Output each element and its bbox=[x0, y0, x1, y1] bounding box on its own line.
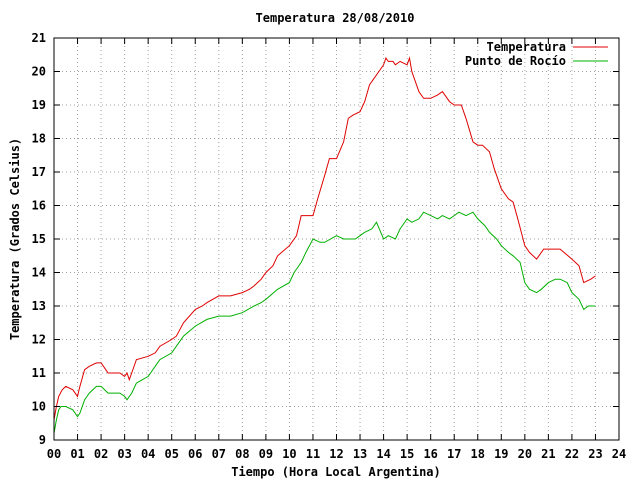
y-tick-label: 17 bbox=[32, 165, 46, 179]
x-tick-label: 15 bbox=[400, 447, 414, 461]
grid-lines bbox=[54, 38, 619, 440]
y-tick-label: 15 bbox=[32, 232, 46, 246]
x-tick-label: 04 bbox=[141, 447, 155, 461]
y-tick-labels: 9 10 11 12 13 14 15 16 17 18 19 20 21 bbox=[32, 31, 46, 447]
y-tick-label: 11 bbox=[32, 366, 46, 380]
x-tick-label: 22 bbox=[565, 447, 579, 461]
x-tick-label: 11 bbox=[306, 447, 320, 461]
y-tick-label: 9 bbox=[39, 433, 46, 447]
x-tick-label: 24 bbox=[612, 447, 626, 461]
x-tick-label: 18 bbox=[471, 447, 485, 461]
x-tick-label: 09 bbox=[259, 447, 273, 461]
x-tick-label: 16 bbox=[423, 447, 437, 461]
y-tick-label: 18 bbox=[32, 132, 46, 146]
y-tick-label: 13 bbox=[32, 299, 46, 313]
y-tick-label: 12 bbox=[32, 333, 46, 347]
x-tick-label: 02 bbox=[94, 447, 108, 461]
series-line-punto-de-rocio bbox=[53, 211, 596, 434]
x-tick-label: 14 bbox=[376, 447, 390, 461]
series-layer bbox=[53, 56, 596, 434]
y-tick-label: 19 bbox=[32, 98, 46, 112]
y-tick-label: 21 bbox=[32, 31, 46, 45]
x-tick-label: 07 bbox=[212, 447, 226, 461]
y-axis-label: Temperatura (Grados Celsius) bbox=[8, 138, 22, 340]
y-tick-label: 16 bbox=[32, 199, 46, 213]
x-tick-label: 10 bbox=[282, 447, 296, 461]
x-axis-label: Tiempo (Hora Local Argentina) bbox=[231, 465, 441, 479]
x-tick-label: 21 bbox=[541, 447, 555, 461]
x-tick-labels: 00 01 02 03 04 05 06 07 08 09 10 11 12 13 14 15 16 17 18 19… bbox=[47, 447, 626, 461]
legend-label: Temperatura bbox=[487, 40, 566, 54]
x-tick-label: 00 bbox=[47, 447, 61, 461]
x-tick-label: 06 bbox=[188, 447, 202, 461]
y-tick-label: 14 bbox=[32, 266, 46, 280]
x-tick-label: 01 bbox=[70, 447, 84, 461]
series-line-temperatura bbox=[53, 56, 596, 420]
chart-title: Temperatura 28/08/2010 bbox=[256, 11, 415, 25]
x-tick-label: 08 bbox=[235, 447, 249, 461]
x-tick-label: 19 bbox=[494, 447, 508, 461]
x-tick-label: 23 bbox=[588, 447, 602, 461]
legend-label: Punto de Rocío bbox=[465, 54, 566, 68]
x-tick-label: 12 bbox=[329, 447, 343, 461]
x-tick-label: 20 bbox=[518, 447, 532, 461]
y-tick-label: 20 bbox=[32, 65, 46, 79]
x-tick-label: 17 bbox=[447, 447, 461, 461]
x-tick-label: 13 bbox=[353, 447, 367, 461]
x-tick-label: 03 bbox=[117, 447, 131, 461]
x-tick-label: 05 bbox=[164, 447, 178, 461]
y-tick-label: 10 bbox=[32, 400, 46, 414]
axis-ticks bbox=[53, 37, 620, 441]
